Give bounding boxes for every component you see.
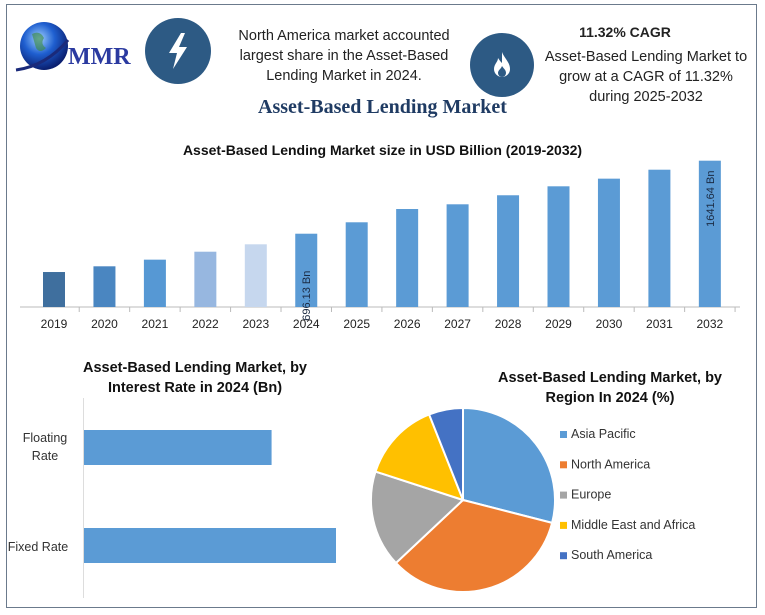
slice-middle-east-and-africa	[374, 413, 465, 502]
bar-2020	[93, 266, 116, 307]
bar-2019	[43, 272, 65, 307]
cagr-note: Asset-Based Lending Market to grow at a …	[544, 49, 748, 105]
cagr-title: 11.32% CAGR	[579, 24, 671, 40]
mmr-logo: MMR	[14, 20, 139, 80]
legend-label: Middle East and Africa	[571, 518, 695, 532]
x-tick-label: 2029	[545, 317, 572, 331]
x-tick-label: 2026	[394, 317, 421, 331]
bar-2028	[497, 195, 520, 307]
bar-2031	[648, 169, 671, 307]
bar-2022	[194, 251, 217, 307]
region-chart-title: Asset-Based Lending Market, by Region In…	[498, 370, 722, 406]
bar-2032	[698, 160, 721, 307]
x-tick-label: 2031	[646, 317, 673, 331]
x-tick-label: 2024	[293, 317, 320, 331]
logo-text: MMR	[68, 44, 131, 70]
bar-2029	[547, 186, 570, 307]
bar-2023	[244, 244, 267, 307]
data-label-2032: 1641.64 Bn	[705, 171, 717, 227]
bar-2021	[143, 259, 166, 307]
bar-2030	[597, 178, 620, 307]
x-tick-label: 2028	[495, 317, 522, 331]
x-tick-label: 2019	[41, 317, 68, 331]
north-america-note: North America market accounted largest s…	[238, 28, 450, 84]
legend-swatch	[560, 552, 567, 560]
legend-label: North America	[571, 457, 650, 471]
page-title: Asset-Based Lending Market	[258, 96, 507, 118]
slice-europe	[370, 470, 465, 565]
flame-icon	[470, 33, 534, 97]
category-label: Floating	[23, 431, 68, 445]
bar-chart-title: Asset-Based Lending Market size in USD B…	[182, 142, 583, 158]
x-tick-label: 2032	[696, 317, 723, 331]
slice-south-america	[427, 406, 464, 501]
legend-swatch	[560, 461, 567, 469]
globe-icon	[15, 22, 70, 72]
interest-rate-bar-chart: Floating Rate Fixed Rate	[8, 398, 336, 598]
slice-north-america	[394, 498, 554, 593]
slice-asia-pacific	[462, 406, 556, 525]
data-label-2024: 696.13 Bn	[301, 271, 313, 321]
legend-label: Europe	[571, 488, 611, 502]
bar-fixed-rate	[84, 528, 336, 563]
lightning-bolt-icon	[145, 18, 211, 84]
bar-floating-rate	[84, 430, 272, 465]
x-tick-label: 2022	[192, 317, 219, 331]
region-pie-chart: Asia Pacific North America Europe Middle Ea…	[370, 406, 695, 593]
category-label: Fixed Rate	[8, 540, 68, 554]
legend-swatch	[560, 521, 567, 529]
legend-label: Asia Pacific	[571, 427, 636, 441]
x-tick-label: 2023	[242, 317, 269, 331]
interest-rate-chart-title: Asset-Based Lending Market, by Interest …	[83, 360, 307, 396]
bar-2024	[295, 233, 318, 307]
x-tick-label: 2021	[142, 317, 169, 331]
legend-swatch	[560, 491, 567, 499]
bar-2025	[345, 222, 368, 307]
x-tick-label: 2020	[91, 317, 118, 331]
x-tick-label: 2027	[444, 317, 471, 331]
legend-swatch	[560, 431, 567, 438]
x-tick-label: 2025	[343, 317, 370, 331]
x-tick-label: 2030	[596, 317, 623, 331]
category-label: Rate	[32, 449, 58, 463]
legend-label: South America	[571, 548, 652, 562]
bar-2027	[446, 204, 469, 307]
border-frame	[6, 4, 757, 608]
bar-2026	[396, 209, 419, 307]
